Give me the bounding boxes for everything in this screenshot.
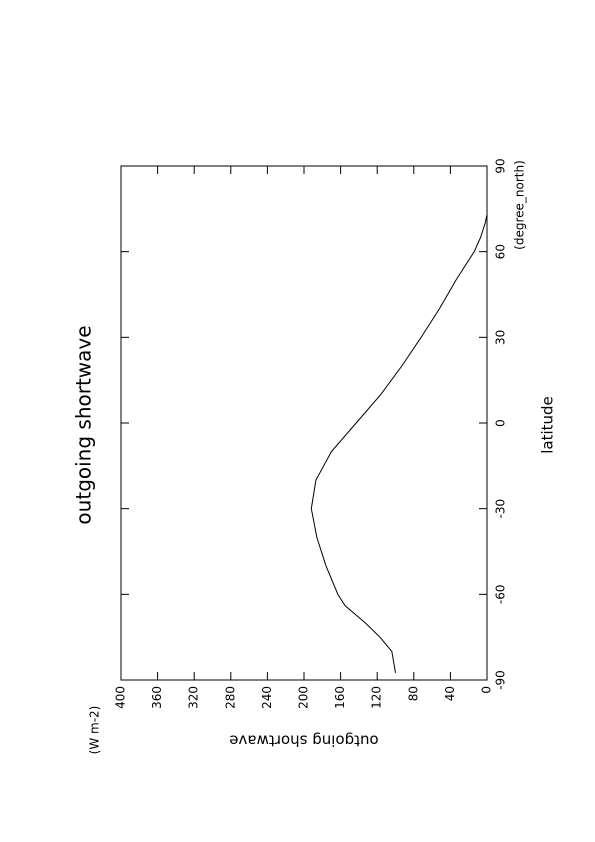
x-tick-label: 0 [494, 419, 508, 427]
data-line [310, 214, 488, 673]
x-tick-label: -90 [494, 670, 508, 690]
y-tick-label: 320 [187, 686, 201, 709]
y-axis-unit: (W m-2) [88, 706, 102, 755]
y-tick-label: 0 [480, 686, 494, 694]
y-tick-label: 360 [150, 686, 164, 709]
x-tick-label: 30 [494, 330, 508, 345]
y-tick-label: 40 [443, 686, 457, 701]
y-tick-label: 120 [370, 686, 384, 709]
plot-frame [120, 165, 488, 681]
chart-title: outgoing shortwave [72, 325, 96, 524]
x-tick-label: 60 [494, 244, 508, 259]
y-tick-label: 200 [297, 686, 311, 709]
x-axis-label: latitude [539, 396, 557, 454]
y-tick-label: 160 [333, 686, 347, 709]
x-tick-label: 90 [494, 158, 508, 173]
y-axis-label: outgoing shortwave [229, 732, 378, 750]
x-tick-label: -60 [494, 585, 508, 605]
plot-area: outgoing shortwave latitude (degree_nort… [72, 158, 557, 754]
x-tick-label: -30 [494, 499, 508, 519]
y-tick-label: 240 [260, 686, 274, 709]
y-tick-label: 400 [114, 686, 128, 709]
x-axis-unit: (degree_north) [513, 160, 527, 250]
y-tick-label: 280 [223, 686, 237, 709]
y-tick-label: 80 [406, 686, 420, 701]
